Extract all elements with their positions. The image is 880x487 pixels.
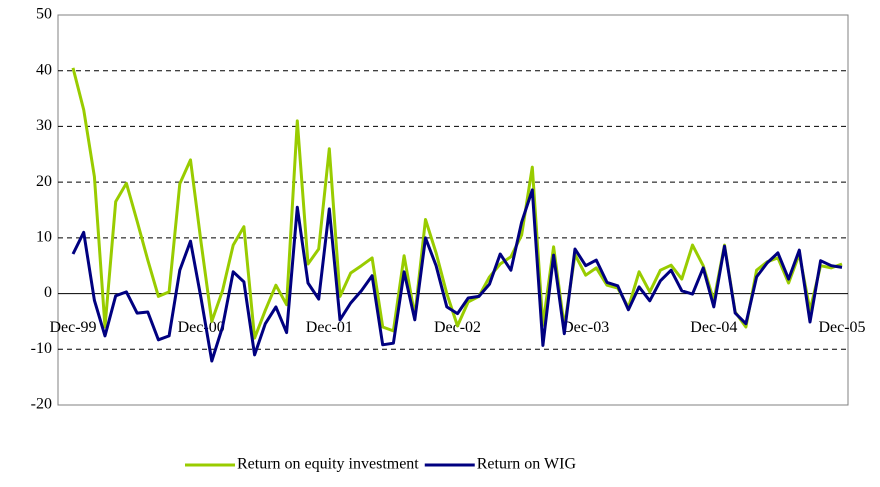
series-line: [71, 188, 843, 363]
legend-label: Return on equity investment: [237, 456, 419, 473]
y-tick-label: -10: [31, 340, 52, 357]
series-line: [71, 67, 843, 340]
y-tick-label: 50: [36, 6, 52, 23]
x-tick-label: Dec-03: [562, 319, 609, 336]
x-tick-label: Dec-04: [690, 319, 737, 336]
y-tick-label: 30: [36, 117, 52, 134]
x-tick-label: Dec-00: [178, 319, 225, 336]
y-tick-label: -20: [31, 396, 52, 413]
y-tick-label: 40: [36, 61, 52, 78]
legend-label: Return on WIG: [477, 456, 577, 473]
y-tick-label: 10: [36, 229, 52, 246]
x-tick-label: Dec-99: [49, 319, 96, 336]
plot-frame: [57, 14, 849, 406]
y-tick-label: 20: [36, 173, 52, 190]
y-tick-label: 0: [44, 284, 52, 301]
x-tick-label: Dec-01: [306, 319, 353, 336]
x-tick-label: Dec-02: [434, 319, 481, 336]
x-tick-label: Dec-05: [818, 319, 865, 336]
